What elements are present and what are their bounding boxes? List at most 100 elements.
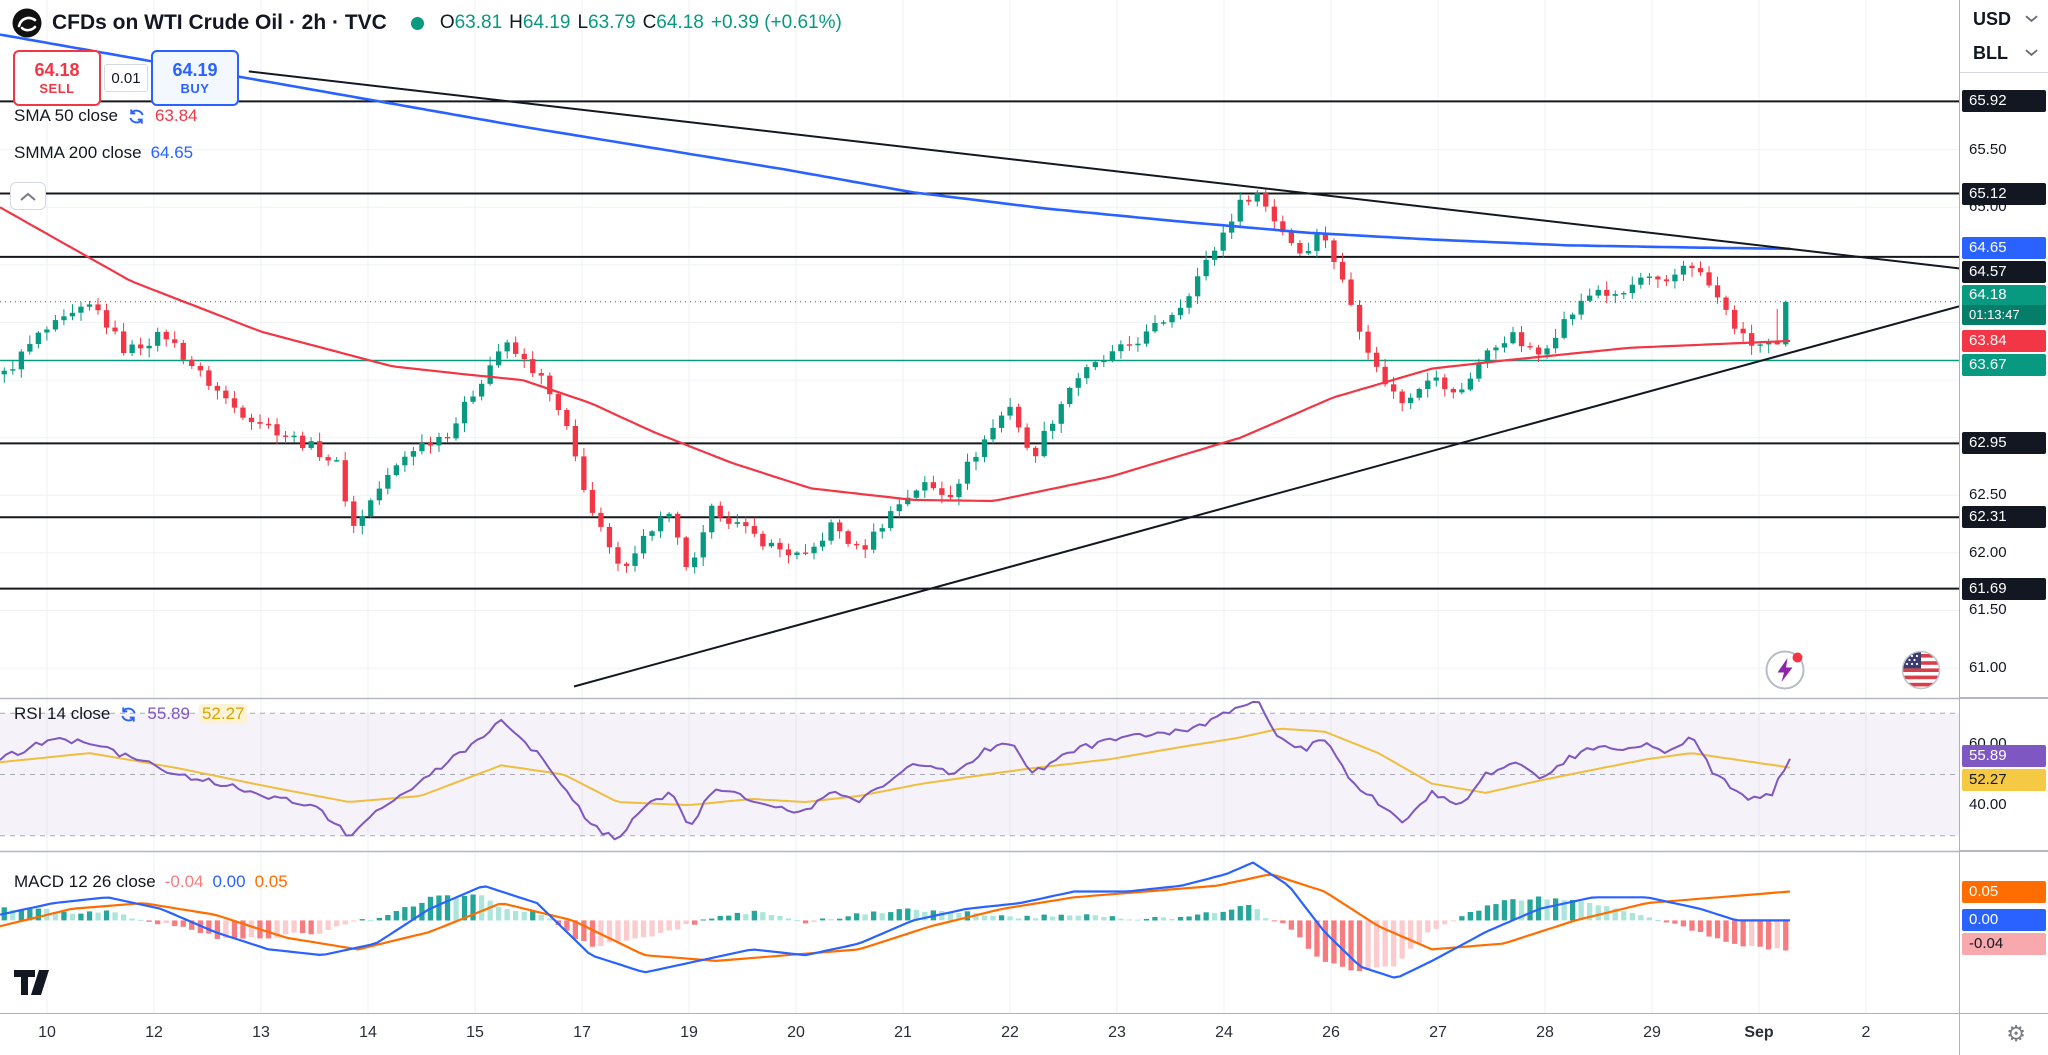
symbol-logo-icon[interactable] — [12, 8, 42, 38]
time-axis-labels: 10 12 13 14 15 17 19 20 21 22 23 24 26 27 28 29 Sep 2 — [0, 1014, 2048, 1055]
settings-gear-icon[interactable]: ⚙ — [2006, 1021, 2026, 1046]
lightning-bolt-icon[interactable] — [1764, 649, 1806, 691]
time-axis-label: 26 — [1322, 1024, 1340, 1041]
sma-label: SMA 50 close — [14, 106, 118, 125]
price-axis-label: 61.00 — [1969, 659, 2007, 677]
time-axis-label: 24 — [1215, 1024, 1233, 1041]
time-axis-label: 29 — [1643, 1024, 1661, 1041]
time-axis-label: 20 — [787, 1024, 805, 1041]
macd-signal-line — [0, 873, 1791, 962]
sell-label: SELL — [39, 81, 75, 96]
unit-value: BLL — [1973, 42, 2008, 63]
macd-label: MACD 12 26 close — [14, 872, 156, 891]
price-axis-badge: 64.18 01:13:47 — [1962, 285, 2046, 325]
price-axis-badge: 0.00 — [1962, 909, 2046, 931]
currency-selector[interactable]: USD — [1960, 4, 2048, 34]
price-scale-border — [1959, 0, 1960, 1055]
price-axis-badge: 65.12 — [1962, 183, 2046, 205]
buy-price: 64.19 — [172, 60, 218, 80]
trendline-2[interactable] — [573, 305, 1959, 688]
time-axis-label: 22 — [1001, 1024, 1019, 1041]
sync-icon — [127, 107, 146, 126]
smma-value: 64.65 — [150, 143, 194, 162]
open-label: O — [439, 12, 455, 33]
tradingview-logo[interactable] — [14, 970, 70, 1002]
macd-value: 0.00 — [212, 872, 246, 891]
us-flag-icon[interactable] — [1900, 649, 1942, 691]
time-axis-label: 13 — [252, 1024, 270, 1041]
symbol-title[interactable]: CFDs on WTI Crude Oil · 2h · TVC — [52, 11, 387, 34]
chevron-up-icon — [20, 192, 36, 201]
rsi-line-rsi — [0, 700, 1791, 841]
macd-signal-value: 0.05 — [254, 872, 288, 891]
smma-label: SMMA 200 close — [14, 143, 142, 162]
time-axis-label: 23 — [1108, 1024, 1126, 1041]
rsi-label: RSI 14 close — [14, 704, 111, 723]
close-label: C — [642, 12, 657, 33]
macd-line — [0, 861, 1790, 979]
rsi-ma-value: 52.27 — [198, 704, 248, 724]
macd-indicator-row[interactable]: MACD 12 26 close -0.04 0.00 0.05 — [14, 870, 288, 894]
price-scale[interactable]: USD BLL 65.50 65.00 62.50 62.00 61.50 61.00 60… — [1960, 0, 2048, 1013]
trade-panel: 64.18 SELL 0.01 64.19 BUY — [13, 50, 239, 106]
time-axis-label: 19 — [680, 1024, 698, 1041]
time-axis-label: 10 — [38, 1024, 56, 1041]
price-axis-label: 61.50 — [1969, 601, 2007, 619]
sma-indicator-row[interactable]: SMA 50 close 63.84 — [14, 104, 198, 128]
rsi-indicator-row[interactable]: RSI 14 close 55.89 52.27 — [14, 702, 248, 726]
price-axis-badge: 62.95 — [1962, 432, 2046, 454]
change-value: +0.39 (+0.61%) — [710, 12, 842, 33]
sma-value: 63.84 — [154, 106, 198, 125]
price-axis-badge: 61.69 — [1962, 578, 2046, 600]
open-value: 63.81 — [454, 12, 503, 33]
overlay-smma-200 — [0, 33, 1791, 251]
price-axis-labels: 65.50 65.00 62.50 62.00 61.50 61.00 60.00 40.00… — [1960, 0, 2048, 1013]
spread-box: 0.01 — [104, 64, 148, 92]
price-axis-badge: 62.31 — [1962, 506, 2046, 528]
high-label: H — [509, 12, 523, 33]
smma-indicator-row[interactable]: SMMA 200 close 64.65 — [14, 141, 193, 165]
chart-canvas[interactable] — [0, 0, 1959, 1013]
price-axis-label: 62.50 — [1969, 486, 2007, 504]
price-axis-badge: -0.04 — [1962, 933, 2046, 955]
high-value: 64.19 — [522, 12, 571, 33]
sell-button[interactable]: 64.18 SELL — [13, 50, 101, 106]
symbol-header: CFDs on WTI Crude Oil · 2h · TVC O63.81 … — [12, 6, 842, 40]
price-axis-badge: 63.67 — [1962, 354, 2046, 376]
price-axis-badge: 64.65 — [1962, 237, 2046, 259]
unit-selector[interactable]: BLL — [1960, 38, 2048, 68]
price-axis-badge: 65.92 — [1962, 90, 2046, 112]
sync-icon — [119, 705, 138, 724]
buy-button[interactable]: 64.19 BUY — [151, 50, 239, 106]
price-axis-badge: 0.05 — [1962, 881, 2046, 903]
time-axis-label: 15 — [466, 1024, 484, 1041]
rsi-value: 55.89 — [147, 704, 190, 723]
pane-divider — [1960, 697, 2048, 699]
time-axis-label: 28 — [1536, 1024, 1554, 1041]
time-axis-label: 17 — [573, 1024, 591, 1041]
time-axis-label: Sep — [1744, 1024, 1774, 1041]
price-axis-badge: 55.89 — [1962, 745, 2046, 767]
time-axis-label: 21 — [894, 1024, 912, 1041]
price-axis-label: 65.50 — [1969, 140, 2007, 158]
rsi-line-rsi-based-ma — [0, 727, 1791, 806]
low-value: 63.79 — [588, 12, 636, 33]
scale-divider — [1960, 72, 2048, 73]
time-axis-label: 27 — [1429, 1024, 1447, 1041]
price-axis-badge: 63.84 — [1962, 330, 2046, 352]
spread-value: 0.01 — [111, 69, 141, 87]
time-axis[interactable]: 10 12 13 14 15 17 19 20 21 22 23 24 26 27 28 29 Sep 2 ⚙ — [0, 1013, 2048, 1055]
trendline-1[interactable] — [248, 70, 1959, 270]
ohlc-readout: O63.81 H64.19 L63.79 C64.18 +0.39 (+0.61… — [440, 12, 842, 34]
collapse-pane-button[interactable] — [10, 182, 46, 210]
grid-lines — [0, 0, 1959, 1013]
market-status-icon[interactable] — [410, 16, 424, 30]
low-label: L — [577, 12, 589, 33]
time-axis-label: 14 — [359, 1024, 377, 1041]
chevron-down-icon — [2025, 49, 2038, 57]
currency-value: USD — [1973, 8, 2012, 29]
horizontal-levels[interactable] — [0, 100, 1959, 590]
close-value: 64.18 — [656, 12, 704, 33]
time-axis-label: 12 — [145, 1024, 163, 1041]
